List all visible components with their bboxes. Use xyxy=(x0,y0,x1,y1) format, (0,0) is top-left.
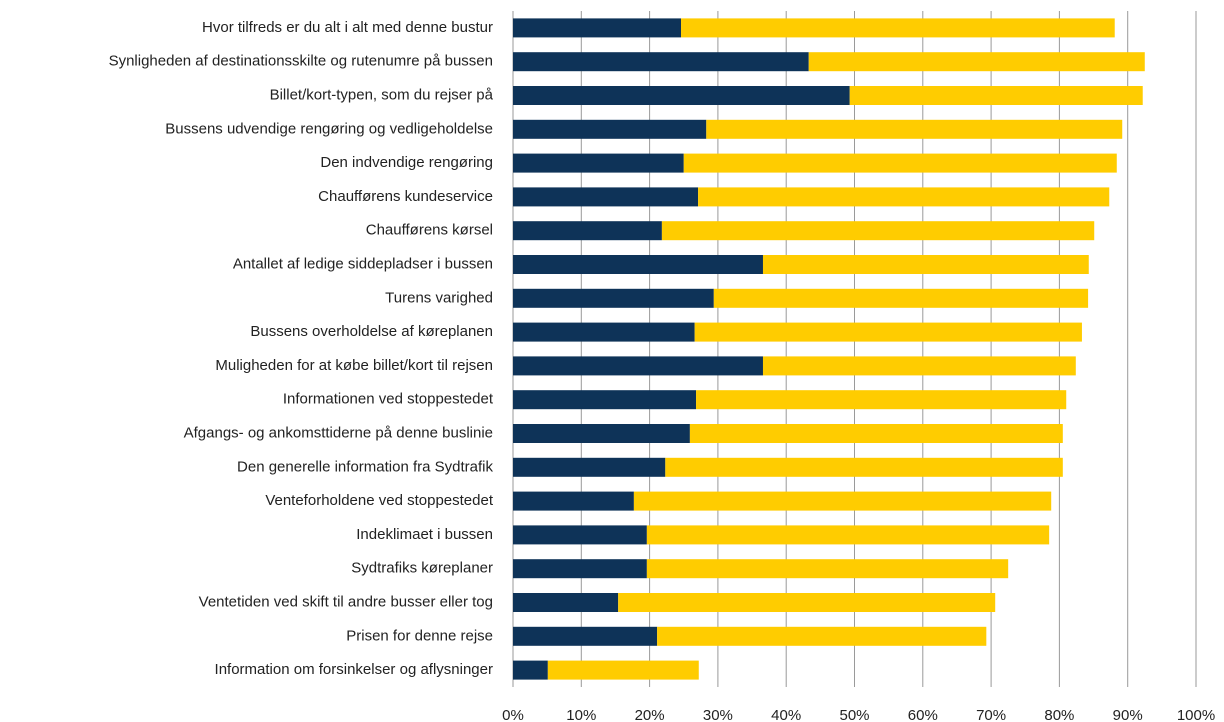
bar xyxy=(762,356,1076,376)
y-tick-label: Ventetiden ved skift til andre busser el… xyxy=(199,593,493,610)
bar xyxy=(513,525,647,545)
y-tick-label: Information om forsinkelser og aflysning… xyxy=(215,661,493,678)
y-tick-label: Chaufførens kundeservice xyxy=(318,188,493,205)
bar xyxy=(513,86,850,105)
bar xyxy=(618,593,996,612)
bar xyxy=(661,221,1095,241)
bar xyxy=(513,119,707,139)
y-tick-label: Antallet af ledige siddepladser i bussen xyxy=(233,255,493,272)
y-tick-label: Afgangs- og ankomsttiderne på denne busl… xyxy=(184,424,493,441)
bar xyxy=(513,322,695,342)
bar xyxy=(808,52,1145,72)
bar xyxy=(513,288,714,308)
bar xyxy=(513,221,662,241)
y-tick-label: Muligheden for at købe billet/kort til r… xyxy=(215,357,493,374)
bar xyxy=(513,593,619,612)
y-tick-label: Bussens udvendige rengøring og vedligeho… xyxy=(165,120,493,137)
bar xyxy=(513,255,763,274)
bar xyxy=(513,153,684,173)
bar xyxy=(698,187,1110,207)
bar xyxy=(513,491,634,511)
bar xyxy=(513,626,658,646)
bar xyxy=(513,187,699,207)
x-tick-label: 10% xyxy=(566,707,596,722)
bar xyxy=(762,255,1089,274)
bar xyxy=(694,322,1082,342)
bar xyxy=(513,52,809,72)
y-tick-label: Venteforholdene ved stoppestedet xyxy=(265,492,494,509)
y-tick-label: Turens varighed xyxy=(385,289,493,306)
y-tick-label: Den indvendige rengøring xyxy=(320,154,493,171)
y-tick-label: Den generelle information fra Sydtrafik xyxy=(237,458,493,475)
y-tick-label: Billet/kort-typen, som du rejser på xyxy=(270,86,494,103)
y-tick-label: Sydtrafiks køreplaner xyxy=(351,560,493,577)
bar xyxy=(513,390,697,410)
y-tick-label: Chaufførens kørsel xyxy=(366,222,493,239)
x-tick-label: 0% xyxy=(502,707,524,722)
x-tick-label: 40% xyxy=(771,707,801,722)
x-tick-label: 80% xyxy=(1044,707,1074,722)
bar xyxy=(689,424,1063,443)
x-tick-label: 20% xyxy=(635,707,665,722)
bar xyxy=(633,491,1052,511)
bar xyxy=(657,626,987,646)
bar xyxy=(849,86,1143,105)
x-tick-label: 60% xyxy=(908,707,938,722)
y-tick-label: Indeklimaet i bussen xyxy=(356,526,493,543)
bar xyxy=(681,18,1115,38)
bar xyxy=(513,356,763,376)
y-tick-label: Prisen for denne rejse xyxy=(346,627,493,644)
y-tick-label: Hvor tilfreds er du alt i alt med denne … xyxy=(202,19,493,36)
bar xyxy=(513,18,682,38)
bar xyxy=(696,390,1067,410)
bar xyxy=(513,457,666,477)
bar xyxy=(646,559,1009,579)
bar xyxy=(513,559,647,579)
x-tick-label: 90% xyxy=(1113,707,1143,722)
bar xyxy=(513,660,548,680)
bar xyxy=(706,119,1123,139)
bar xyxy=(713,288,1089,308)
x-tick-label: 70% xyxy=(976,707,1006,722)
x-tick-label: 100% xyxy=(1177,707,1215,722)
bar xyxy=(683,153,1117,173)
bar xyxy=(646,525,1050,545)
x-tick-label: 50% xyxy=(839,707,869,722)
bar xyxy=(513,424,690,443)
y-tick-label: Bussens overholdelse af køreplanen xyxy=(250,323,493,340)
x-tick-label: 30% xyxy=(703,707,733,722)
y-tick-label: Informationen ved stoppestedet xyxy=(283,391,494,408)
bar xyxy=(665,457,1063,477)
bar xyxy=(547,660,699,680)
y-tick-label: Synligheden af destinationsskilte og rut… xyxy=(109,53,493,70)
